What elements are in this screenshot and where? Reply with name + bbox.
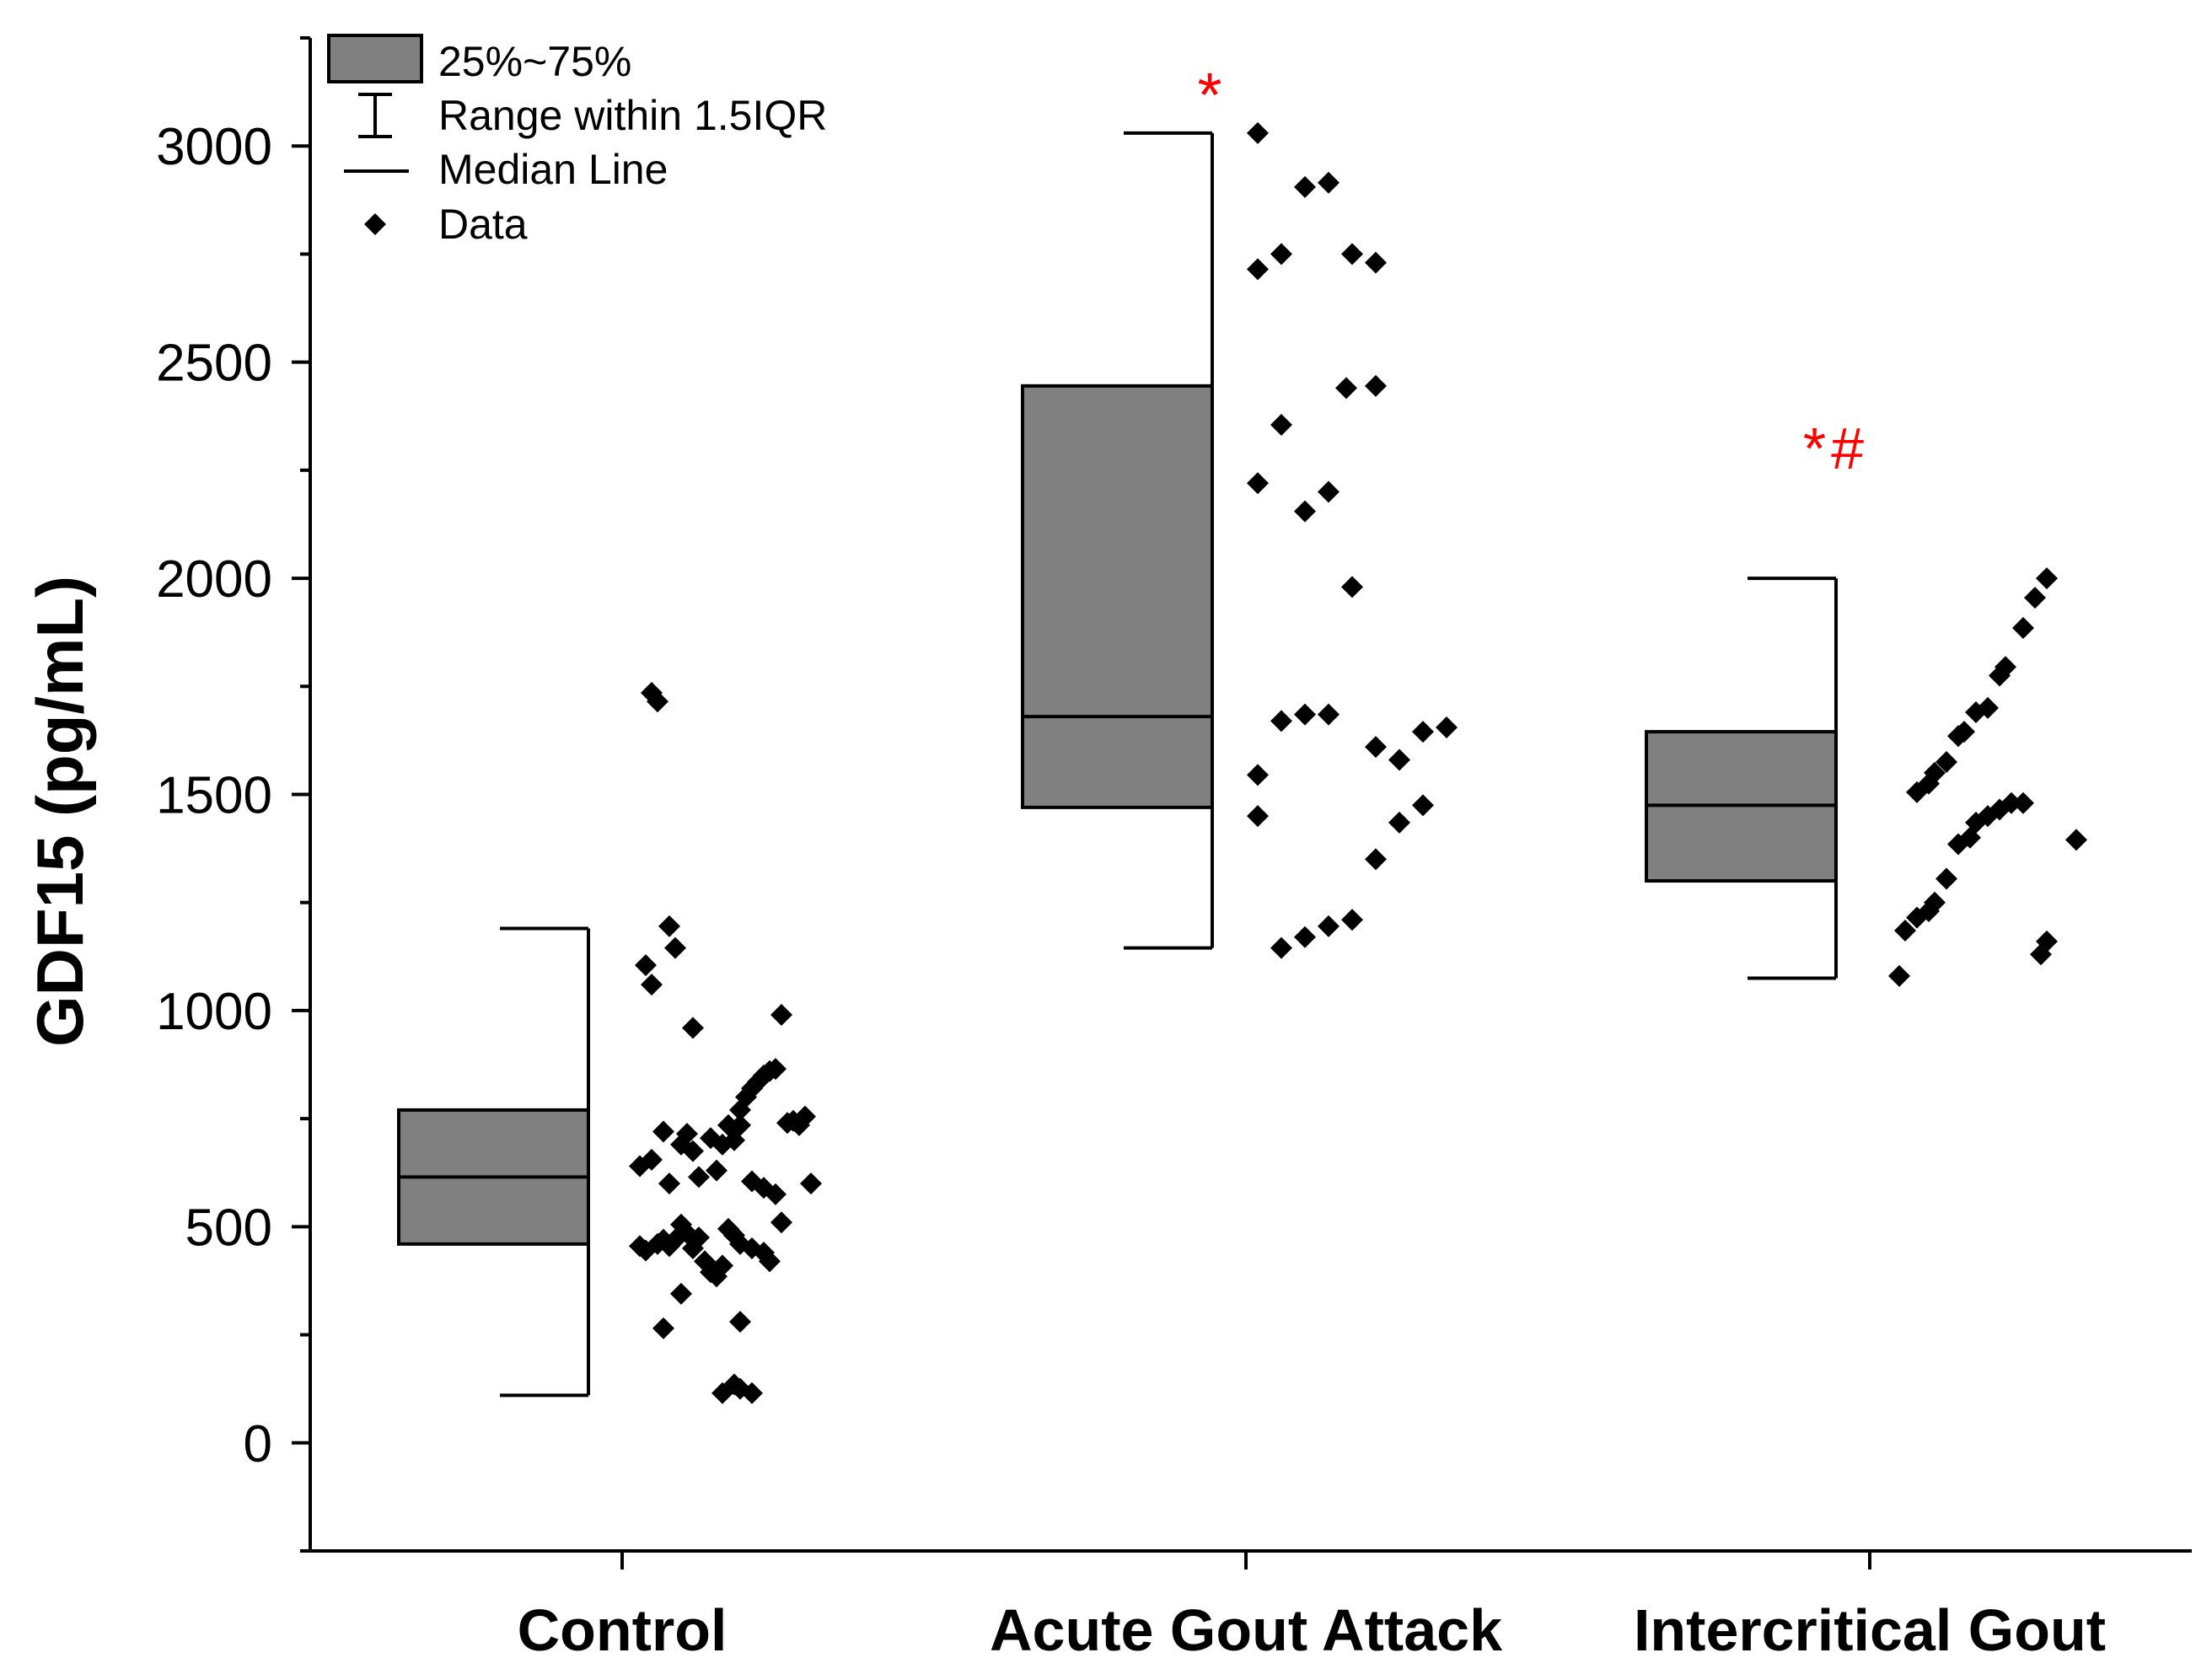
data-point [759,1250,781,1273]
data-point [2065,829,2087,851]
x-tick-label-acute-gout-attack: Acute Gout Attack [990,1597,1502,1663]
significance-annotation-acute-gout-attack: * [1198,60,1227,130]
data-point [1341,909,1363,931]
y-tick-label: 1500 [156,767,272,825]
x-tick-label-control: Control [518,1597,727,1663]
legend-label-box: 25%~75% [438,38,631,85]
data-point [770,1004,792,1027]
data-point [652,1120,674,1143]
data-point [1888,964,1910,987]
data-point [682,1140,704,1162]
data-point [1947,833,1969,856]
data-point [1906,781,1928,803]
data-point [1365,848,1387,871]
data-point [647,690,668,713]
data-point [1341,243,1363,266]
data-point [1436,716,1458,739]
data-point [800,1172,822,1195]
data-point [1341,576,1363,598]
data-point [2012,791,2034,814]
significance-annotation-intercritical-gout: *# [1803,416,1869,481]
data-point [1388,748,1410,771]
data-point [676,1123,698,1146]
data-point [1318,480,1340,503]
data-point [1365,736,1387,759]
data-point [1318,915,1340,937]
data-point [1947,725,1969,748]
data-point [1335,377,1357,400]
data-point [1894,920,1916,942]
data-point [1294,703,1316,726]
data-point [1247,121,1269,144]
data-point [1294,926,1316,948]
data-point [1936,867,1957,890]
y-axis-title: GDF15 (pg/mL) [23,576,97,1047]
data-point [1270,710,1292,732]
data-point [641,974,663,996]
data-point [794,1105,816,1128]
y-tick-label: 500 [185,1199,272,1257]
data-point [1270,414,1292,437]
legend-data-swatch [364,213,386,235]
box-acute-gout-attack [1021,384,1214,809]
data-point [706,1159,727,1182]
data-point [1365,251,1387,274]
data-point [1936,751,1957,774]
data-point [1365,374,1387,397]
data-point [1412,794,1434,817]
y-tick-label: 3000 [156,118,272,176]
data-point [1247,258,1269,281]
data-point [741,1382,763,1404]
x-tick-label-intercritical-gout: Intercritical Gout [1634,1597,2106,1663]
data-point [765,1058,787,1081]
data-point [688,1226,710,1249]
data-point [664,936,686,959]
data-point [658,915,680,937]
data-point [729,1113,751,1136]
data-point [2030,943,2052,966]
data-point [658,1172,680,1195]
data-point [670,1282,692,1305]
data-point [2012,617,2034,640]
data-point [1412,721,1434,743]
data-point [1270,936,1292,959]
legend-box-swatch [327,34,423,83]
data-point [1294,175,1316,198]
data-point [770,1211,792,1234]
legend-label-median: Median Line [438,146,668,193]
data-point [1906,906,1928,929]
data-point [1247,472,1269,495]
data-point [1318,703,1340,726]
y-tick-label: 2000 [156,550,272,609]
data-point [1247,805,1269,828]
data-point [1294,500,1316,523]
data-point [635,954,657,977]
data-point [729,1311,751,1333]
data-point [1318,171,1340,194]
data-point [682,1017,704,1039]
y-tick-label: 0 [244,1415,272,1473]
data-point [711,1254,733,1277]
data-point [765,1183,787,1205]
data-point [641,1148,663,1171]
data-point [2024,587,2046,609]
data-point [1270,243,1292,266]
data-point [1247,764,1269,786]
data-point [688,1166,710,1188]
data-point [1965,701,1987,724]
legend-label-data: Data [438,201,528,248]
y-tick-label: 1000 [156,983,272,1041]
data-point [652,1317,674,1339]
data-point [1989,664,2011,687]
legend-label-whisker: Range within 1.5IQR [438,92,827,139]
y-tick-label: 2500 [156,335,272,393]
data-point [2036,567,2058,590]
data-point [1388,811,1410,834]
